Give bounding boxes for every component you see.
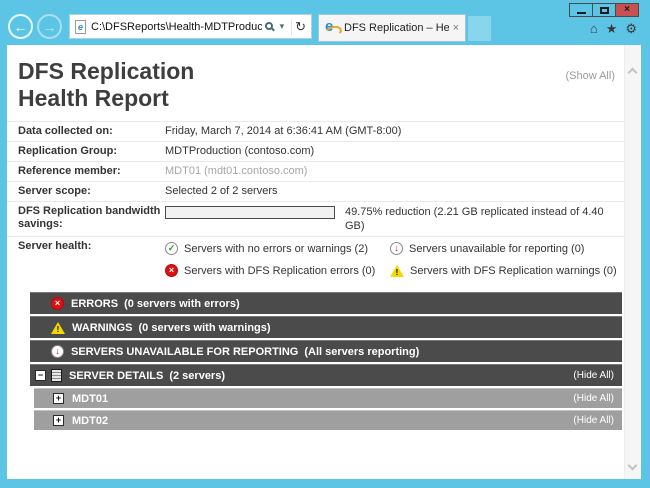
expand-expander-icon[interactable]: + bbox=[53, 393, 64, 404]
warning-icon: ! bbox=[51, 321, 65, 334]
minimize-button[interactable] bbox=[569, 3, 593, 17]
section-count: (2 servers) bbox=[169, 369, 225, 382]
title-line-1: DFS Replication bbox=[18, 58, 195, 84]
show-all-link[interactable]: (Show All) bbox=[565, 70, 615, 82]
health-item-text: Servers unavailable for reporting (0) bbox=[409, 242, 585, 255]
field-label: Data collected on: bbox=[18, 125, 113, 137]
field-row: Reference member: MDT01 (mdt01.contoso.c… bbox=[7, 162, 624, 182]
field-label: Server health: bbox=[18, 240, 92, 252]
new-tab-button[interactable] bbox=[468, 16, 491, 41]
server-stack-icon bbox=[51, 369, 62, 382]
vertical-scrollbar[interactable] bbox=[624, 45, 641, 479]
field-label: Server scope: bbox=[18, 185, 91, 197]
unavailable-icon: ↓ bbox=[51, 345, 64, 358]
health-item-text: Servers with DFS Replication errors (0) bbox=[184, 264, 376, 277]
refresh-icon[interactable]: ↻ bbox=[295, 18, 306, 34]
server-row-mdt02[interactable]: + MDT02 (Hide All) bbox=[34, 410, 622, 430]
close-icon: × bbox=[624, 4, 630, 15]
hide-all-link[interactable]: (Hide All) bbox=[573, 415, 614, 426]
error-icon: × bbox=[51, 297, 64, 310]
unavailable-icon: ↓ bbox=[390, 242, 403, 255]
maximize-button[interactable] bbox=[592, 3, 616, 17]
section-title: WARNINGS bbox=[72, 321, 133, 334]
report-sections: × ERRORS (0 servers with errors) ! WARNI… bbox=[30, 292, 622, 430]
field-value: MDT01 (mdt01.contoso.com) bbox=[165, 165, 308, 177]
title-line-2: Health Report bbox=[18, 85, 169, 111]
browser-tab[interactable]: DFS Replication – Health Re... × bbox=[318, 14, 466, 42]
ie-logo-icon bbox=[325, 18, 339, 36]
bandwidth-progress-bar bbox=[165, 206, 335, 219]
report-fields: Data collected on: Friday, March 7, 2014… bbox=[7, 121, 624, 284]
server-name: MDT02 bbox=[72, 414, 109, 427]
health-item-text: Servers with no errors or warnings (2) bbox=[184, 242, 369, 255]
field-label: Replication Group: bbox=[18, 145, 117, 157]
section-warnings[interactable]: ! WARNINGS (0 servers with warnings) bbox=[30, 316, 622, 338]
field-row: Replication Group: MDTProduction (contos… bbox=[7, 142, 624, 162]
section-title: SERVERS UNAVAILABLE FOR REPORTING bbox=[71, 345, 299, 358]
section-server-details[interactable]: − SERVER DETAILS (2 servers) (Hide All) bbox=[30, 364, 622, 386]
expand-expander-icon[interactable]: + bbox=[53, 415, 64, 426]
address-input[interactable]: C:\DFSReports\Health-MDTProduction-07Ma bbox=[91, 20, 262, 33]
server-health-row: Server health: ✓ Servers with no errors … bbox=[7, 237, 624, 284]
section-title: SERVER DETAILS bbox=[69, 369, 164, 382]
maximize-icon bbox=[599, 6, 609, 14]
page-icon bbox=[75, 19, 86, 34]
health-item-errors: × Servers with DFS Replication errors (0… bbox=[165, 264, 390, 277]
page-title: DFS Replication Health Report bbox=[18, 58, 624, 112]
bandwidth-row: DFS Replication bandwidth savings: 49.75… bbox=[7, 202, 624, 237]
address-bar[interactable]: C:\DFSReports\Health-MDTProduction-07Ma … bbox=[69, 14, 312, 39]
scroll-up-icon[interactable] bbox=[627, 67, 638, 78]
field-row: Data collected on: Friday, March 7, 2014… bbox=[7, 122, 624, 142]
server-health-grid: ✓ Servers with no errors or warnings (2)… bbox=[165, 240, 617, 281]
minimize-icon bbox=[576, 11, 586, 14]
window-controls: × bbox=[569, 3, 639, 17]
close-button[interactable]: × bbox=[615, 3, 639, 17]
navigation-bar: ← → C:\DFSReports\Health-MDTProduction-0… bbox=[8, 14, 312, 39]
section-count: (All servers reporting) bbox=[304, 345, 420, 358]
field-row: Server scope: Selected 2 of 2 servers bbox=[7, 182, 624, 202]
health-item-text: Servers with DFS Replication warnings (0… bbox=[410, 264, 617, 277]
divider bbox=[291, 18, 293, 35]
section-count: (0 servers with errors) bbox=[124, 297, 240, 310]
health-item-ok: ✓ Servers with no errors or warnings (2) bbox=[165, 242, 390, 255]
server-row-mdt01[interactable]: + MDT01 (Hide All) bbox=[34, 388, 622, 408]
ok-check-icon: ✓ bbox=[165, 242, 178, 255]
collapse-expander-icon[interactable]: − bbox=[35, 370, 46, 381]
back-button[interactable]: ← bbox=[8, 14, 33, 39]
bandwidth-value: 49.75% reduction (2.21 GB replicated ins… bbox=[165, 205, 624, 233]
favorites-star-icon[interactable]: ★ bbox=[605, 21, 618, 36]
error-icon: × bbox=[165, 264, 178, 277]
bandwidth-text: 49.75% reduction (2.21 GB replicated ins… bbox=[345, 206, 604, 232]
search-icon[interactable] bbox=[264, 21, 273, 30]
chrome-icon-group: ⌂ ★ ⚙ bbox=[590, 21, 637, 37]
section-errors[interactable]: × ERRORS (0 servers with errors) bbox=[30, 292, 622, 314]
chevron-down-icon[interactable]: ▾ bbox=[279, 21, 285, 31]
forward-button[interactable]: → bbox=[37, 14, 62, 39]
health-item-warnings: ! Servers with DFS Replication warnings … bbox=[390, 264, 617, 277]
field-value: Friday, March 7, 2014 at 6:36:41 AM (GMT… bbox=[165, 125, 402, 137]
report-page: DFS Replication Health Report (Show All)… bbox=[7, 45, 624, 479]
section-unavailable[interactable]: ↓ SERVERS UNAVAILABLE FOR REPORTING (All… bbox=[30, 340, 622, 362]
hide-all-link[interactable]: (Hide All) bbox=[573, 393, 614, 404]
field-value: MDTProduction (contoso.com) bbox=[165, 145, 315, 157]
health-item-unavailable: ↓ Servers unavailable for reporting (0) bbox=[390, 242, 617, 255]
gear-icon[interactable]: ⚙ bbox=[625, 21, 637, 36]
content-area: DFS Replication Health Report (Show All)… bbox=[7, 45, 641, 479]
section-title: ERRORS bbox=[71, 297, 119, 310]
section-count: (0 servers with warnings) bbox=[138, 321, 271, 334]
field-label: DFS Replication bandwidth savings: bbox=[18, 205, 161, 230]
home-icon[interactable]: ⌂ bbox=[589, 21, 598, 36]
server-name: MDT01 bbox=[72, 392, 109, 405]
tab-close-icon[interactable]: × bbox=[452, 22, 459, 34]
scroll-down-icon[interactable] bbox=[627, 460, 638, 471]
forward-icon: → bbox=[42, 18, 57, 35]
field-label: Reference member: bbox=[18, 165, 121, 177]
tab-title: DFS Replication – Health Re... bbox=[344, 22, 449, 34]
warning-icon: ! bbox=[390, 264, 404, 277]
field-value: Selected 2 of 2 servers bbox=[165, 185, 278, 197]
hide-all-link[interactable]: (Hide All) bbox=[573, 370, 614, 381]
back-icon: ← bbox=[13, 18, 28, 35]
